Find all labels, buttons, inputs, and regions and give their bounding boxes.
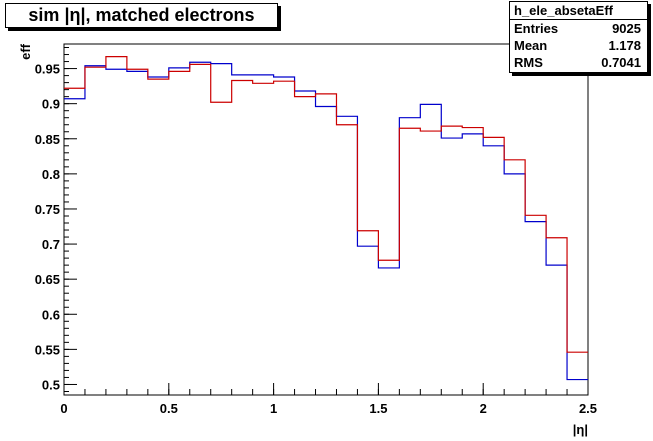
x-tick-label: 1 <box>270 401 277 416</box>
plot-frame <box>63 43 589 396</box>
y-tick-label: 0.7 <box>42 237 60 252</box>
x-tick-label: 0 <box>60 401 67 416</box>
stats-label: Mean <box>514 38 548 53</box>
y-tick-label: 0.85 <box>35 132 60 147</box>
y-tick-label: 0.5 <box>42 377 60 392</box>
series-2-line <box>64 56 588 353</box>
chart-title: sim |η|, matched electrons <box>5 3 278 28</box>
stats-box: h_ele_absetaEff Entries 9025 Mean 1.178 … <box>509 1 648 73</box>
y-tick-label: 0.75 <box>35 202 60 217</box>
y-tick-label: 0.8 <box>42 167 60 182</box>
series-1-line <box>64 61 588 381</box>
x-tick-label: 2.5 <box>579 401 597 416</box>
stats-histogram-name: h_ele_absetaEff <box>510 2 647 20</box>
stats-value: 0.7041 <box>601 55 641 70</box>
y-tick-label: 0.65 <box>35 272 60 287</box>
stats-row-rms: RMS 0.7041 <box>510 54 647 71</box>
y-axis-label: eff <box>18 43 33 60</box>
y-tick-label: 0.55 <box>35 342 60 357</box>
stats-label: RMS <box>514 55 543 70</box>
y-tick-label: 0.6 <box>42 307 60 322</box>
stats-label: Entries <box>514 21 559 36</box>
x-tick-label: 2 <box>480 401 487 416</box>
x-tick-label: 0.5 <box>160 401 178 416</box>
y-tick-label: 0.95 <box>35 62 60 77</box>
y-tick-label: 0.9 <box>42 97 60 112</box>
stats-value: 1.178 <box>608 38 641 53</box>
stats-row-entries: Entries 9025 <box>510 20 647 37</box>
stats-row-mean: Mean 1.178 <box>510 37 647 54</box>
x-axis-label: |η| <box>573 422 588 437</box>
x-tick-label: 1.5 <box>369 401 387 416</box>
stats-value: 9025 <box>612 21 641 36</box>
